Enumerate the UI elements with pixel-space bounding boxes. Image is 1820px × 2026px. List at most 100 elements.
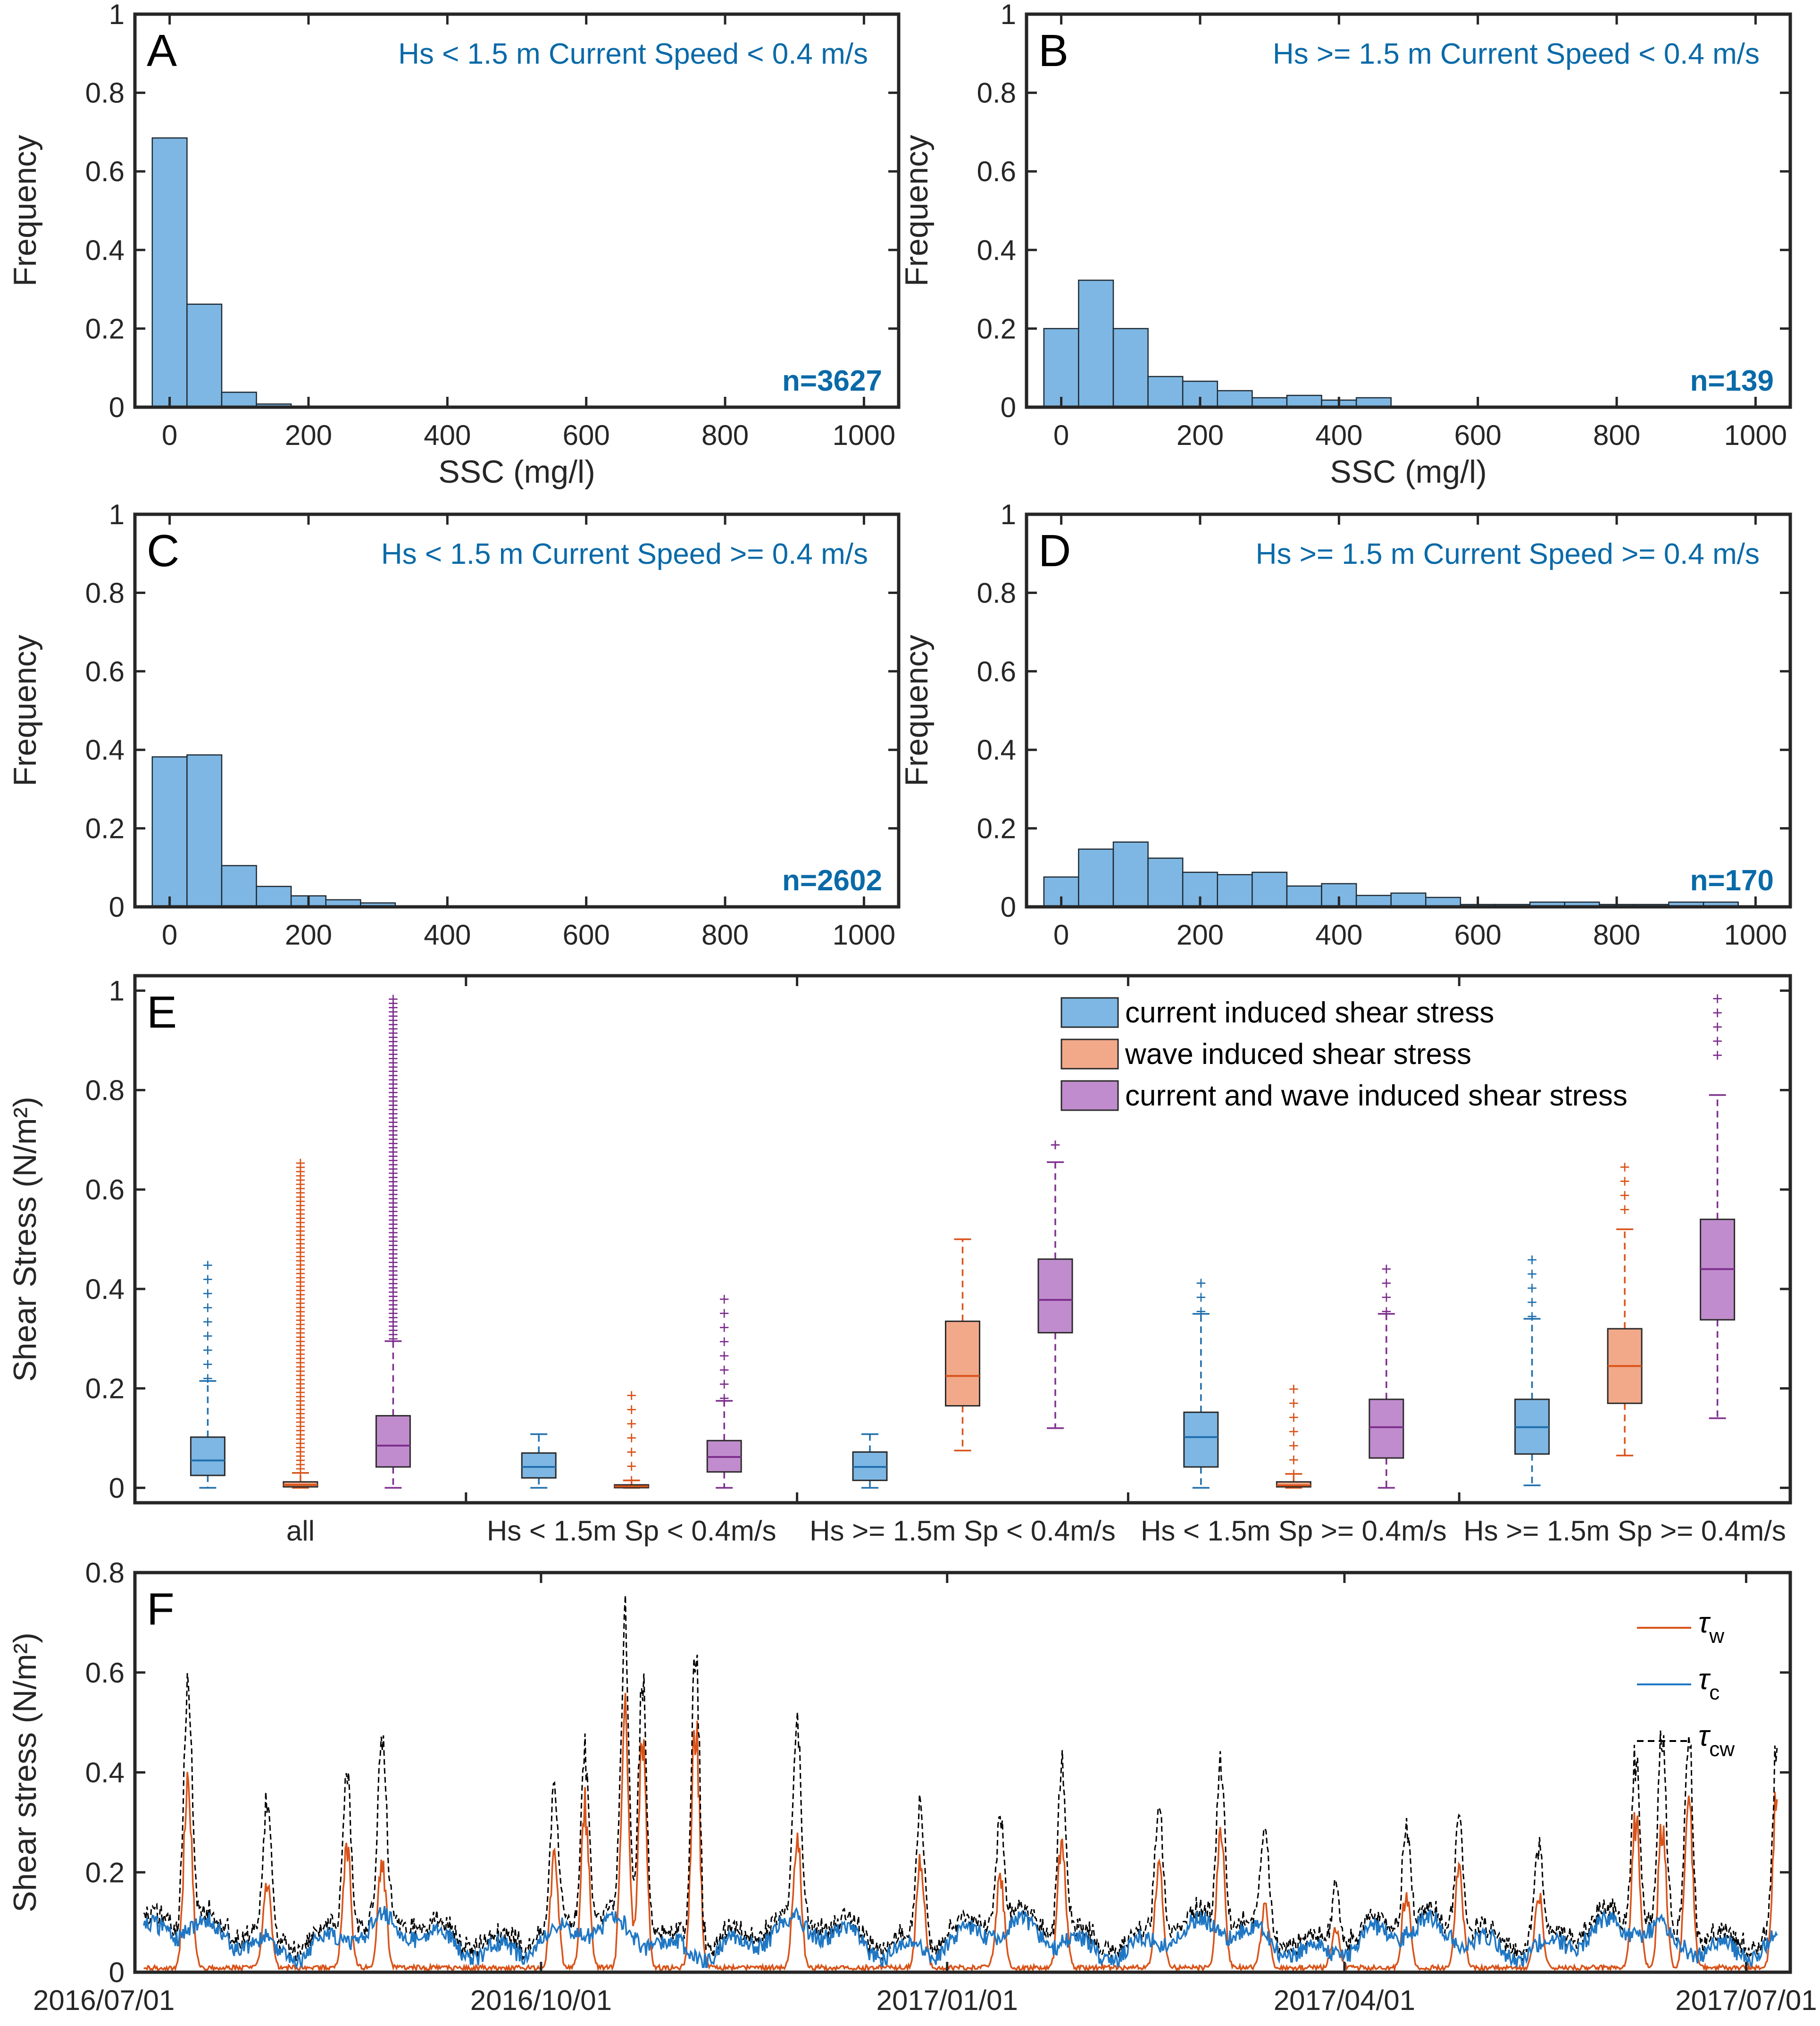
outlier-marker: + [295,1430,306,1449]
outlier-marker: + [295,1196,306,1216]
outlier-marker: + [388,1299,398,1319]
outlier-marker: + [388,1142,398,1162]
outlier-marker: + [295,1391,306,1411]
outlier-marker: + [388,1155,398,1175]
outlier-marker: + [295,1332,306,1352]
outlier-marker: + [388,1125,398,1145]
outlier-marker: + [295,1268,306,1288]
outlier-marker: + [388,1304,398,1323]
outlier-marker: + [388,1244,398,1264]
legend-swatch [1060,1080,1119,1111]
y-tick-label: 0.6 [977,656,1016,687]
outlier-markers: +++++ [1712,989,1723,1066]
outlier-marker: + [295,1383,306,1403]
series-line-tau-c [142,1906,1778,1970]
outlier-markers: ++++++++ [719,1290,729,1409]
histogram-bar [1355,895,1392,908]
outlier-marker: + [295,1209,306,1229]
outlier-marker: + [295,1192,306,1212]
legend: current induced shear stress wave induced… [1060,996,1628,1112]
legend-label: τw [1698,1607,1724,1648]
outlier-marker: + [1620,1200,1630,1220]
outlier-marker: + [626,1386,637,1406]
outlier-marker: + [388,1096,398,1115]
outlier-marker: + [295,1247,306,1267]
y-tick-label: 0.8 [85,1074,125,1106]
y-tick-label: 0.4 [85,1273,125,1305]
legend-label: current and wave induced shear stress [1125,1080,1628,1112]
y-tick-label: 1 [1001,499,1016,530]
outlier-marker: + [719,1332,729,1352]
outlier-marker: + [388,1202,398,1222]
y-tick-label: 0.2 [85,1373,125,1405]
panel-letter: F [147,1584,175,1634]
y-tick-label: 0 [109,1472,125,1504]
outlier-marker: + [388,1147,398,1166]
outlier-marker: + [295,1217,306,1237]
outlier-marker: + [1288,1450,1299,1470]
outlier-marker: + [388,1274,398,1294]
outlier-markers: +++++++++ [202,1256,213,1389]
y-tick-label: 0.4 [977,734,1016,766]
outlier-marker: + [388,1210,398,1230]
x-tick-label: 1000 [833,419,895,451]
outlier-marker: + [295,1374,306,1394]
axes-frame [133,512,901,909]
x-tick-label: 600 [1454,919,1502,951]
axes-frame [1025,512,1792,909]
outlier-marker: + [388,1049,398,1069]
outlier-marker: + [295,1230,306,1250]
y-tick-label: 0 [109,1957,125,1988]
y-tick-label: 0 [109,392,125,423]
outlier-marker: + [202,1298,213,1318]
outlier-marker: + [388,1193,398,1213]
outlier-marker: + [1620,1157,1630,1177]
outlier-marker: + [388,1062,398,1081]
outlier-markers: +++++ [1527,1250,1537,1327]
outlier-marker: + [295,1264,306,1284]
x-tick-label: 600 [1454,419,1502,451]
outlier-marker: + [388,1006,398,1026]
y-tick-label: 0.4 [85,234,125,266]
legend-label: τcw [1698,1720,1735,1761]
histogram-bar [1147,857,1184,908]
outlier-marker: + [388,1282,398,1302]
panel-letter: D [1038,526,1071,576]
outlier-marker: + [388,1278,398,1298]
outlier-marker: + [388,1312,398,1332]
box-iqr [1276,1481,1311,1488]
outlier-markers: +++++++ [626,1386,637,1491]
outlier-marker: + [295,1302,306,1322]
y-tick-label: 0.2 [977,313,1016,344]
box-iqr [1369,1398,1404,1459]
x-tick-label: 2016/10/01 [470,1984,612,2016]
outlier-marker: + [388,1087,398,1107]
outlier-marker: + [388,1091,398,1111]
x-tick-label: 400 [1315,919,1362,951]
outlier-markers: ++++ [1381,1259,1392,1322]
outlier-marker: + [295,1171,306,1190]
outlier-marker: + [1527,1264,1537,1284]
outlier-marker: + [295,1226,306,1246]
outlier-marker: + [388,1214,398,1234]
y-tick-label: 0.6 [977,156,1016,187]
category-label: all [286,1515,315,1547]
panel-f-timeseries: 0 0.2 0.4 0.6 0.8 2016/07/01 2016/10/01 2017/01… [7,1557,1817,2016]
panel-b-histogram: 0 0.2 0.4 0.6 0.8 1 0 200 400 600 800 1000 Frequency… [899,0,1792,490]
y-tick-label: 0.8 [85,1557,125,1589]
outlier-marker: + [295,1213,306,1233]
outlier-marker: + [295,1353,306,1373]
outlier-marker: + [1196,1273,1206,1293]
x-tick-label: 800 [1593,919,1640,951]
outlier-marker: + [295,1239,306,1258]
y-tick-label: 0.8 [85,577,125,609]
y-tick-label: 0.6 [85,1657,125,1689]
outlier-marker: + [295,1370,306,1390]
outlier-markers: ++++++++++++++++++++++++++++++++++++++++… [388,989,398,1349]
outlier-marker: + [295,1277,306,1297]
outlier-marker: + [295,1442,306,1462]
outlier-marker: + [295,1387,306,1407]
outlier-marker: + [388,1028,398,1047]
histogram-bar [1286,394,1322,408]
